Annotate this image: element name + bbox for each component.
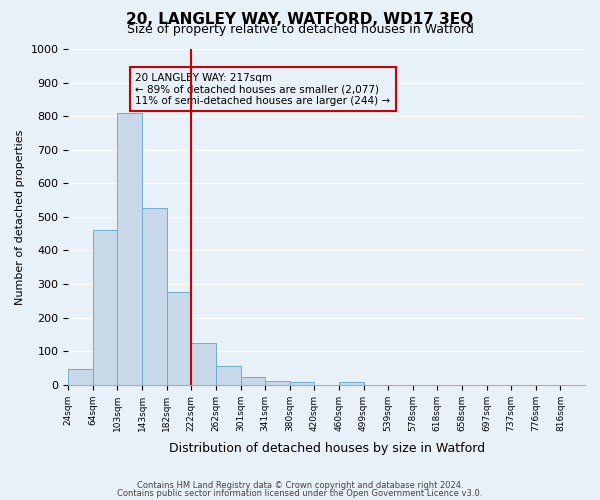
- Y-axis label: Number of detached properties: Number of detached properties: [15, 129, 25, 304]
- Bar: [191, 343, 216, 385]
- Bar: [167, 292, 191, 385]
- Text: Contains HM Land Registry data © Crown copyright and database right 2024.: Contains HM Land Registry data © Crown c…: [137, 481, 463, 490]
- Bar: [118, 113, 142, 385]
- Bar: [265, 381, 290, 385]
- X-axis label: Distribution of detached houses by size in Watford: Distribution of detached houses by size …: [169, 442, 485, 455]
- Bar: [93, 230, 118, 385]
- Bar: [339, 382, 364, 385]
- Text: 20, LANGLEY WAY, WATFORD, WD17 3EQ: 20, LANGLEY WAY, WATFORD, WD17 3EQ: [127, 12, 473, 28]
- Bar: [216, 366, 241, 385]
- Bar: [142, 208, 167, 385]
- Text: Size of property relative to detached houses in Watford: Size of property relative to detached ho…: [127, 22, 473, 36]
- Bar: [290, 382, 314, 385]
- Text: Contains public sector information licensed under the Open Government Licence v3: Contains public sector information licen…: [118, 488, 482, 498]
- Bar: [68, 370, 93, 385]
- Text: 20 LANGLEY WAY: 217sqm
← 89% of detached houses are smaller (2,077)
11% of semi-: 20 LANGLEY WAY: 217sqm ← 89% of detached…: [136, 72, 391, 106]
- Bar: [241, 376, 265, 385]
